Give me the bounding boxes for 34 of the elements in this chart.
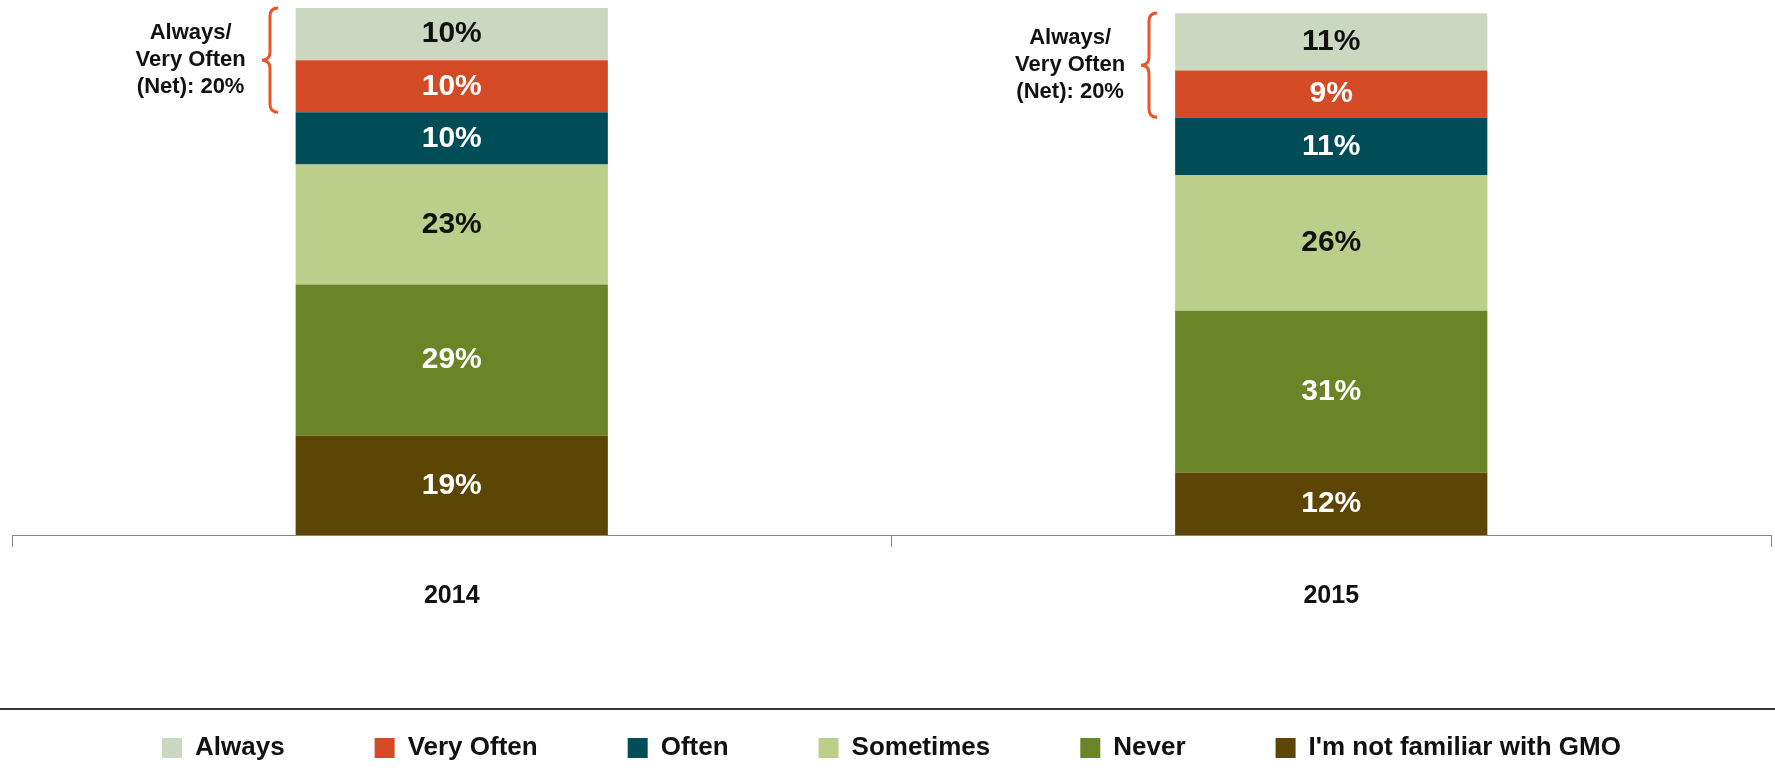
bar xyxy=(1175,472,1488,535)
bar xyxy=(295,164,608,285)
data-label: 10% xyxy=(421,119,482,153)
legend-label: I'm not familiar with GMO xyxy=(1308,731,1621,762)
bar xyxy=(295,8,608,61)
bar xyxy=(295,435,608,535)
bar xyxy=(295,284,608,436)
data-label: 9% xyxy=(1309,75,1353,109)
bar xyxy=(295,60,608,113)
legend-label: Never xyxy=(1113,731,1186,762)
data-label: 23% xyxy=(421,205,482,239)
bar xyxy=(1175,174,1488,311)
data-label: 31% xyxy=(1301,372,1362,406)
data-label: 12% xyxy=(1301,484,1362,518)
data-label: 10% xyxy=(421,67,482,101)
data-label: 11% xyxy=(1302,127,1361,161)
legend-label: Very Often xyxy=(407,731,538,762)
data-label: 19% xyxy=(421,466,482,500)
data-label: 26% xyxy=(1301,224,1362,258)
annotation: Always/ Very Often (Net): 20% xyxy=(135,19,246,99)
bar xyxy=(1175,117,1488,175)
bar xyxy=(295,112,608,165)
data-label: 29% xyxy=(421,341,482,375)
legend-label: Often xyxy=(660,731,729,762)
bar xyxy=(1175,310,1488,473)
legend-label: Sometimes xyxy=(851,731,991,762)
x-tick-label: 2014 xyxy=(423,579,480,608)
data-label: 10% xyxy=(421,15,482,49)
x-tick-label: 2015 xyxy=(1303,579,1360,608)
bar xyxy=(1175,13,1488,71)
bar xyxy=(1175,70,1488,118)
data-label: 11% xyxy=(1302,23,1361,57)
legend-label: Always xyxy=(195,731,285,762)
annotation: Always/ Very Often (Net): 20% xyxy=(1015,24,1126,104)
